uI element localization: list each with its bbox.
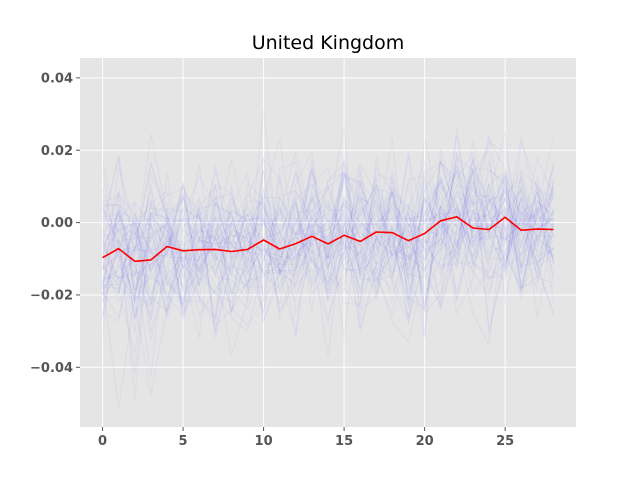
sample-line [101,156,554,335]
sample-line [102,166,554,376]
chart-title: United Kingdom [252,32,405,54]
x-tick-label: 5 [179,434,188,449]
sample-line [101,141,554,303]
sample-line [101,168,555,316]
sample-line [101,126,554,354]
sample-line [101,127,555,400]
x-tick-label: 15 [335,434,353,449]
sample-line [101,170,555,375]
x-tick-label: 10 [255,434,273,449]
sample-line [101,161,554,335]
sample-line [102,135,554,357]
sample-line [102,166,555,303]
y-tick-label: 0.04 [41,71,73,86]
sample-line [101,160,555,333]
sample-line [102,176,554,294]
sample-lines [101,109,555,409]
sample-line [102,169,554,333]
y-tick-label: 0.00 [41,216,73,231]
sample-line [101,165,555,313]
sample-line [101,179,555,323]
sample-line [101,159,555,320]
sample-line [102,165,555,318]
sample-line [101,161,555,295]
sample-line [101,156,555,310]
sample-line [102,149,555,336]
sample-line [102,187,555,317]
sample-line [101,161,554,321]
sample-line [102,182,554,317]
y-tick-label: −0.04 [30,361,73,376]
sample-line [102,163,555,314]
sample-line [102,179,555,302]
sample-line [102,134,554,339]
sample-line [102,109,554,303]
x-tick-label: 25 [496,434,514,449]
sample-line [101,160,554,318]
sample-line [101,167,554,323]
sample-line [102,162,555,344]
y-axis: −0.04 −0.02 0.00 0.02 0.04 [30,71,80,376]
sample-line [102,166,555,293]
sample-line [101,155,554,395]
sample-line [102,171,555,334]
sample-line [101,159,554,321]
sample-line [101,162,554,318]
sample-line [101,141,555,339]
mean-line [102,216,554,263]
y-tick-label: −0.02 [30,288,73,303]
sample-line [101,134,554,281]
mean-line-group [102,216,554,263]
sample-line [101,170,555,300]
sample-line [102,169,555,322]
sample-line [102,166,555,315]
sample-line [101,183,555,314]
y-tick-label: 0.02 [41,144,73,159]
sample-line [101,131,555,338]
plot-area [80,58,576,427]
x-axis: 0 5 10 15 20 25 [98,427,514,449]
sample-line [102,151,554,326]
sample-line [101,153,555,322]
sample-line [101,137,555,409]
sample-line [102,147,555,339]
sample-line [101,157,555,347]
x-tick-label: 20 [416,434,434,449]
sample-line [102,136,555,318]
sample-line [102,167,555,358]
x-tick-label: 0 [98,434,107,449]
sample-line [102,138,555,329]
sample-line [101,152,555,319]
sample-line [102,141,554,334]
sample-line [101,169,554,319]
sample-line [102,157,555,324]
grid-lines [80,58,576,427]
sample-line [101,136,555,313]
sample-line [101,150,555,302]
